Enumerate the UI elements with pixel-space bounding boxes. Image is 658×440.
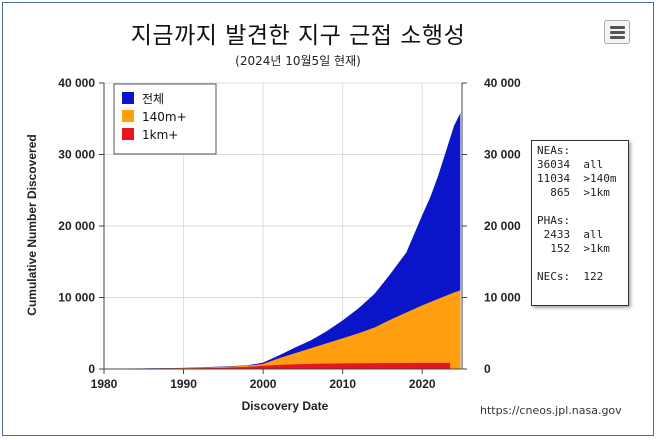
stat-label: >140m — [583, 172, 617, 185]
x-tick-label: 1990 — [170, 377, 197, 391]
y-tick-label-right: 40 000 — [484, 76, 521, 90]
y-tick-label-right: 30 000 — [484, 148, 521, 162]
area-series — [104, 113, 461, 369]
y-axis-label: Cumulative Number Discovered — [25, 134, 39, 315]
stat-value: 122 — [583, 270, 604, 283]
necs-row: NECs: 122 — [537, 270, 623, 284]
axes — [99, 82, 467, 374]
chart-title: 지금까지 발견한 지구 근접 소행성 — [130, 23, 466, 49]
stat-value: 2433 — [543, 228, 571, 241]
necs-heading: NECs: — [537, 270, 571, 283]
neas-140m-row: 11034 >140m — [537, 172, 623, 186]
legend: 전체 140m+ 1km+ — [113, 83, 217, 155]
stat-label: >1km — [583, 242, 610, 255]
neas-all-row: 36034 all — [537, 158, 623, 172]
neas-heading: NEAs: — [537, 144, 571, 157]
legend-swatch-1km+ — [122, 128, 134, 140]
y-tick-label-right: 0 — [484, 362, 491, 376]
phas-all-row: 2433 all — [537, 228, 623, 242]
hamburger-menu-icon[interactable] — [604, 20, 630, 44]
legend-swatch-전체 — [122, 92, 134, 104]
legend-swatch-140m+ — [122, 110, 134, 122]
y-tick-label-right: 10 000 — [484, 291, 521, 305]
statistics-panel: NEAs: 36034 all 11034 >140m 865 >1km PHA… — [531, 140, 629, 306]
y-tick-label-left: 20 000 — [58, 219, 95, 233]
menu-bar — [610, 36, 625, 39]
legend-label-140m+: 140m+ — [142, 110, 187, 124]
stat-value: 152 — [550, 242, 571, 255]
stat-value: 36034 — [537, 158, 571, 171]
series-area-전체 — [104, 113, 461, 369]
phas-heading: PHAs: — [537, 214, 571, 227]
series-area-1km+ — [104, 362, 451, 369]
x-axis-label: Discovery Date — [242, 399, 329, 413]
neas-1km-row: 865 >1km — [537, 186, 623, 200]
menu-bar — [610, 26, 625, 29]
legend-label-전체: 전체 — [142, 92, 164, 106]
y-tick-label-left: 0 — [88, 362, 95, 376]
y-tick-label-left: 40 000 — [58, 76, 95, 90]
stat-value: 865 — [550, 186, 571, 199]
stat-label: all — [583, 228, 604, 241]
x-tick-label: 2020 — [409, 377, 436, 391]
source-url: https://cneos.jpl.nasa.gov — [480, 404, 622, 417]
phas-1km-row: 152 >1km — [537, 242, 623, 256]
y-tick-label-left: 30 000 — [58, 148, 95, 162]
stat-label: all — [583, 158, 604, 171]
stat-value: 11034 — [537, 172, 571, 185]
legend-label-1km+: 1km+ — [142, 128, 178, 142]
x-tick-label: 1980 — [91, 377, 118, 391]
y-tick-label-right: 20 000 — [484, 219, 521, 233]
series-area-140m+ — [104, 290, 461, 369]
title-box: 지금까지 발견한 지구 근접 소행성 (2024년 10월5일 현재) — [120, 14, 476, 68]
chart-subtitle: (2024년 10월5일 현재) — [235, 54, 361, 68]
menu-bar — [610, 31, 625, 34]
x-tick-label: 2010 — [329, 377, 356, 391]
y-tick-label-left: 10 000 — [58, 291, 95, 305]
tick-labels: 1980 1990 2000 2010 2020 0 0 10 000 10 000 20 000… — [58, 76, 521, 391]
x-tick-label: 2000 — [250, 377, 277, 391]
stat-label: >1km — [583, 186, 610, 199]
